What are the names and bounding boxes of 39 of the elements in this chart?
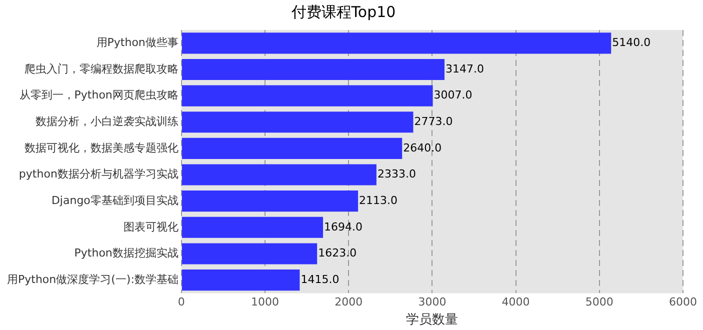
x-tick-label: 0	[178, 296, 185, 309]
x-tick-label: 1000	[251, 296, 280, 309]
y-tick-label: Django零基础到项目实战	[51, 194, 178, 207]
chart-title: 付费课程Top10	[290, 2, 396, 21]
bar	[182, 190, 358, 212]
x-tick-label: 6000	[669, 296, 697, 309]
data-label: 2113.0	[359, 194, 398, 207]
x-tick-label: 3000	[418, 296, 446, 309]
x-tick-label: 5000	[585, 296, 614, 309]
data-label: 1694.0	[324, 220, 363, 234]
y-tick-label: 从零到一，Python网页爬虫攻略	[19, 88, 178, 102]
y-tick-label: 爬虫入门，零编程数据爬取攻略	[24, 62, 178, 76]
bar	[182, 85, 433, 106]
data-label: 2773.0	[414, 114, 453, 128]
data-label: 2333.0	[377, 168, 416, 181]
data-label: 5140.0	[612, 36, 651, 50]
bar	[182, 112, 414, 133]
bar	[182, 138, 402, 159]
data-label: 1623.0	[318, 246, 357, 260]
x-tick-label: 2000	[334, 296, 363, 309]
bar	[182, 164, 376, 186]
bar	[182, 58, 444, 80]
y-tick-label: 数据分析，小白逆袭实战训练	[35, 114, 178, 128]
data-label: 2640.0	[403, 141, 442, 154]
y-tick-label: 图表可视化	[123, 220, 178, 234]
y-tick-label: python数据分析与机器学习实战	[18, 168, 178, 181]
bar	[182, 270, 300, 291]
data-label: 3147.0	[446, 62, 484, 76]
bar	[182, 216, 324, 238]
y-tick-label: 用Python做些事	[96, 36, 178, 50]
bar	[182, 243, 318, 264]
x-tick-label: 4000	[502, 296, 530, 309]
data-label: 1415.0	[300, 272, 340, 286]
y-tick-label: 用Python做深度学习(一):数学基础	[6, 272, 178, 286]
data-label: 3007.0	[434, 88, 472, 102]
bar	[182, 32, 612, 54]
y-tick-label: 数据可视化，数据美感专题强化	[24, 141, 178, 154]
x-axis-title: 学员数量	[406, 312, 458, 328]
y-tick-label: Python数据挖掘实战	[74, 246, 178, 260]
